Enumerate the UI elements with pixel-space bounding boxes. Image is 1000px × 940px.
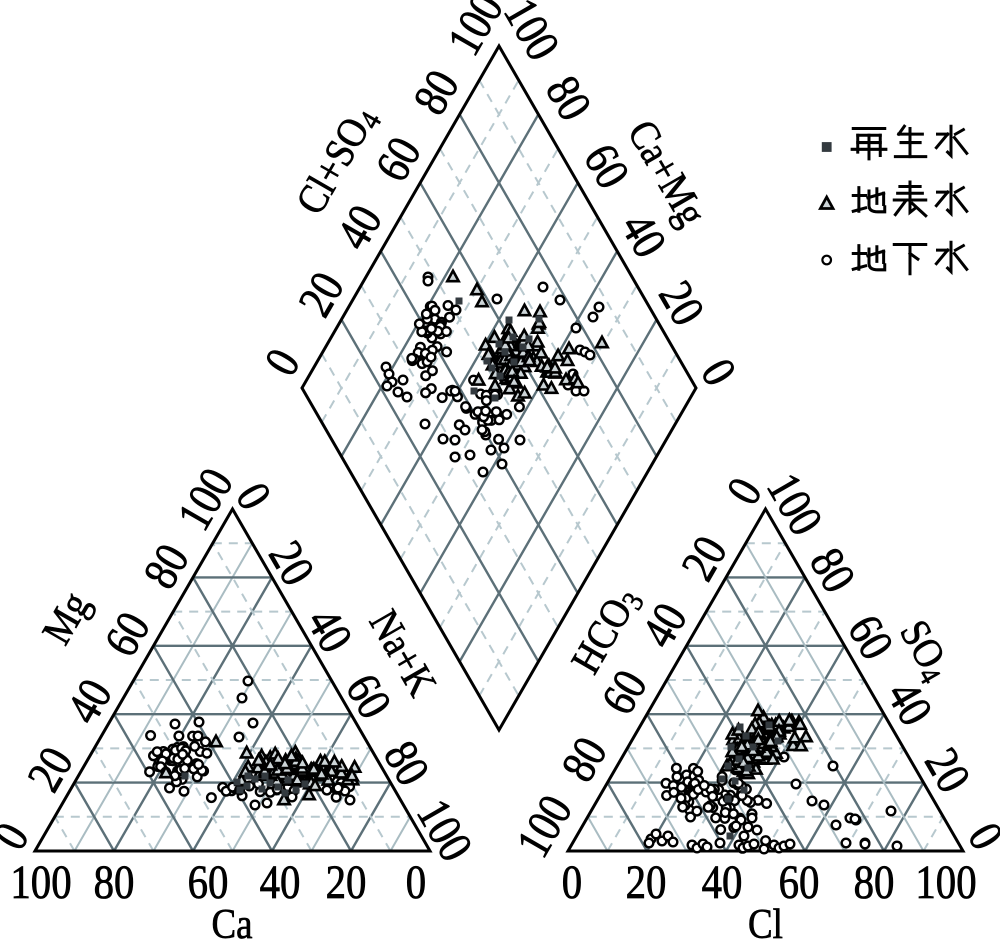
svg-text:40: 40 [702,855,743,909]
svg-text:60: 60 [779,855,820,909]
svg-text:60: 60 [188,855,229,909]
svg-text:20: 20 [626,855,667,909]
svg-text:80: 80 [94,855,135,909]
svg-text:Cl: Cl [748,901,783,940]
svg-text:100: 100 [915,855,976,909]
svg-text:40: 40 [260,855,301,909]
svg-text:20: 20 [326,855,367,909]
svg-text:Ca: Ca [211,901,252,940]
svg-text:0: 0 [406,855,426,909]
svg-text:0: 0 [562,855,582,909]
svg-text:80: 80 [854,855,895,909]
svg-text:100: 100 [10,855,71,909]
